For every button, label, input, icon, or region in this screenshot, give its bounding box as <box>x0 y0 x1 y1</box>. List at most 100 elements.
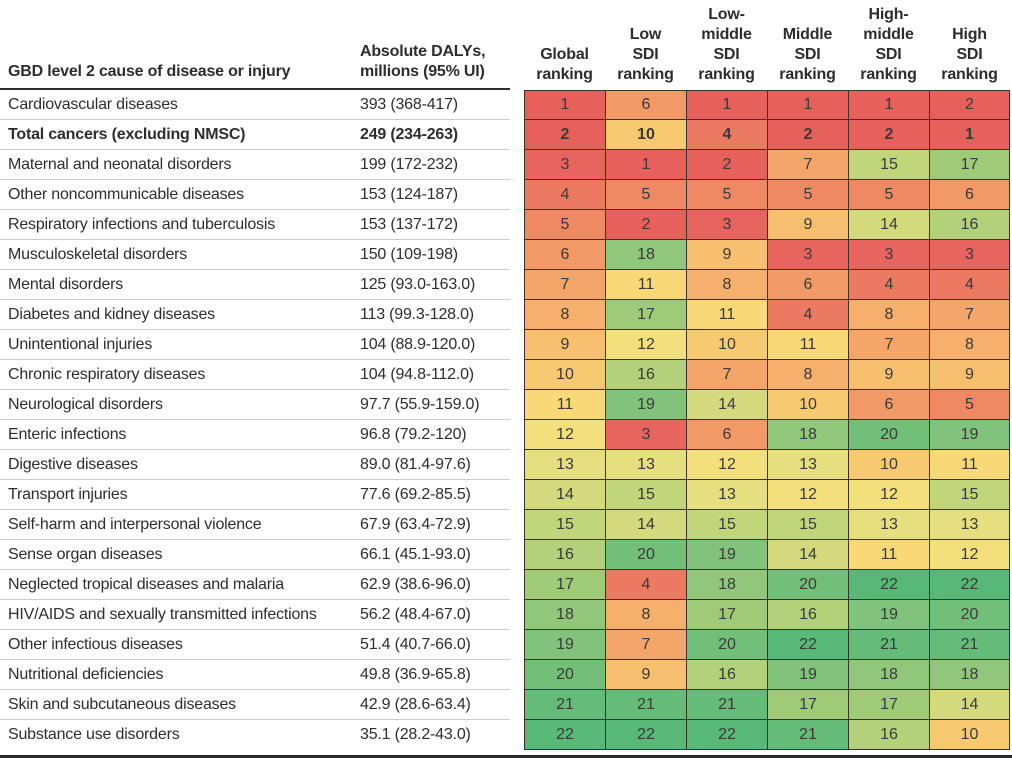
column-gap <box>510 360 524 390</box>
cause-cell: Mental disorders <box>0 270 360 300</box>
table-row: Diabetes and kidney diseases 113 (99.3-12… <box>0 300 1012 330</box>
rank-cell: 14 <box>605 510 686 540</box>
table-row: Skin and subcutaneous diseases 42.9 (28.6… <box>0 690 1012 720</box>
dalys-cell: 89.0 (81.4-97.6) <box>360 450 510 480</box>
rank-cell: 12 <box>605 330 686 360</box>
cause-cell: Musculoskeletal disorders <box>0 240 360 270</box>
rank-cell: 12 <box>686 450 767 480</box>
rank-cell: 22 <box>524 720 605 750</box>
cause-cell: Unintentional injuries <box>0 330 360 360</box>
ranking-column-header: Global ranking <box>536 46 593 83</box>
column-header-dalys: Absolute DALYs, millions (95% UI) <box>360 0 510 90</box>
rank-cell: 14 <box>767 540 848 570</box>
rank-cell: 12 <box>767 480 848 510</box>
rank-cell: 9 <box>686 240 767 270</box>
table-row: Musculoskeletal disorders 150 (109-198) 6 1… <box>0 240 1012 270</box>
rank-cell: 18 <box>686 570 767 600</box>
rank-cell: 6 <box>524 240 605 270</box>
rank-cell: 8 <box>686 270 767 300</box>
rank-cell: 2 <box>767 120 848 150</box>
column-gap <box>510 150 524 180</box>
table-row: Neglected tropical diseases and malaria 6… <box>0 570 1012 600</box>
dalys-cell: 49.8 (36.9-65.8) <box>360 660 510 690</box>
rank-cell: 21 <box>929 630 1010 660</box>
dalys-cell: 67.9 (63.4-72.9) <box>360 510 510 540</box>
rank-cell: 7 <box>848 330 929 360</box>
rank-cell: 11 <box>686 300 767 330</box>
column-gap <box>510 690 524 720</box>
dalys-cell: 125 (93.0-163.0) <box>360 270 510 300</box>
column-gap <box>510 660 524 690</box>
table-row: Chronic respiratory diseases 104 (94.8-11… <box>0 360 1012 390</box>
rank-cell: 12 <box>929 540 1010 570</box>
rank-cell: 12 <box>848 480 929 510</box>
rank-cell: 20 <box>848 420 929 450</box>
rank-cell: 6 <box>605 90 686 120</box>
column-gap <box>510 570 524 600</box>
rank-cell: 19 <box>605 390 686 420</box>
rank-cell: 20 <box>605 540 686 570</box>
table-row: Cardiovascular diseases 393 (368-417) 1 6 1 1… <box>0 90 1012 120</box>
rank-cell: 15 <box>929 480 1010 510</box>
table-row: HIV/AIDS and sexually transmitted infect… <box>0 600 1012 630</box>
rank-cell: 13 <box>767 450 848 480</box>
table-header-row: GBD level 2 cause of disease or injury A… <box>0 0 1012 90</box>
rank-cell: 20 <box>524 660 605 690</box>
rank-cell: 14 <box>848 210 929 240</box>
rank-cell: 6 <box>848 390 929 420</box>
rank-cell: 19 <box>929 420 1010 450</box>
rank-cell: 15 <box>767 510 848 540</box>
rank-cell: 5 <box>848 180 929 210</box>
rank-cell: 12 <box>524 420 605 450</box>
rank-cell: 1 <box>524 90 605 120</box>
rank-cell: 13 <box>848 510 929 540</box>
rank-cell: 2 <box>848 120 929 150</box>
rank-cell: 16 <box>605 360 686 390</box>
cause-cell: Other noncommunicable diseases <box>0 180 360 210</box>
ranking-column-header: High- middle SDI ranking <box>860 6 917 83</box>
rank-cell: 11 <box>929 450 1010 480</box>
rank-cell: 10 <box>929 720 1010 750</box>
rank-cell: 6 <box>929 180 1010 210</box>
cause-cell: Digestive diseases <box>0 450 360 480</box>
rank-cell: 3 <box>767 240 848 270</box>
rank-cell: 9 <box>605 660 686 690</box>
rank-cell: 7 <box>767 150 848 180</box>
dalys-cell: 249 (234-263) <box>360 120 510 150</box>
dalys-cell: 77.6 (69.2-85.5) <box>360 480 510 510</box>
cause-cell: Neglected tropical diseases and malaria <box>0 570 360 600</box>
column-header-cause: GBD level 2 cause of disease or injury <box>0 0 360 90</box>
rank-cell: 16 <box>848 720 929 750</box>
rank-cell: 3 <box>524 150 605 180</box>
rank-cell: 5 <box>767 180 848 210</box>
rank-cell: 22 <box>929 570 1010 600</box>
rank-cell: 2 <box>524 120 605 150</box>
table-row: Transport injuries 77.6 (69.2-85.5) 14 15 13… <box>0 480 1012 510</box>
rank-cell: 2 <box>686 150 767 180</box>
column-gap <box>510 510 524 540</box>
rank-cell: 16 <box>767 600 848 630</box>
dalys-cell: 42.9 (28.6-63.4) <box>360 690 510 720</box>
rank-cell: 8 <box>767 360 848 390</box>
cause-cell: Enteric infections <box>0 420 360 450</box>
rank-cell: 20 <box>929 600 1010 630</box>
dalys-cell: 199 (172-232) <box>360 150 510 180</box>
rank-cell: 3 <box>848 240 929 270</box>
dalys-cell: 113 (99.3-128.0) <box>360 300 510 330</box>
rank-cell: 21 <box>848 630 929 660</box>
column-gap <box>510 120 524 150</box>
dalys-cell: 393 (368-417) <box>360 90 510 120</box>
column-gap <box>510 330 524 360</box>
column-gap <box>510 210 524 240</box>
dalys-cell: 35.1 (28.2-43.0) <box>360 726 471 743</box>
rank-cell: 9 <box>929 360 1010 390</box>
rank-cell: 20 <box>686 630 767 660</box>
rank-cell: 9 <box>848 360 929 390</box>
rank-cell: 2 <box>929 90 1010 120</box>
rank-cell: 9 <box>767 210 848 240</box>
rank-cell: 17 <box>605 300 686 330</box>
cause-cell: Transport injuries <box>0 480 360 510</box>
rank-cell: 15 <box>524 510 605 540</box>
rank-cell: 20 <box>767 570 848 600</box>
